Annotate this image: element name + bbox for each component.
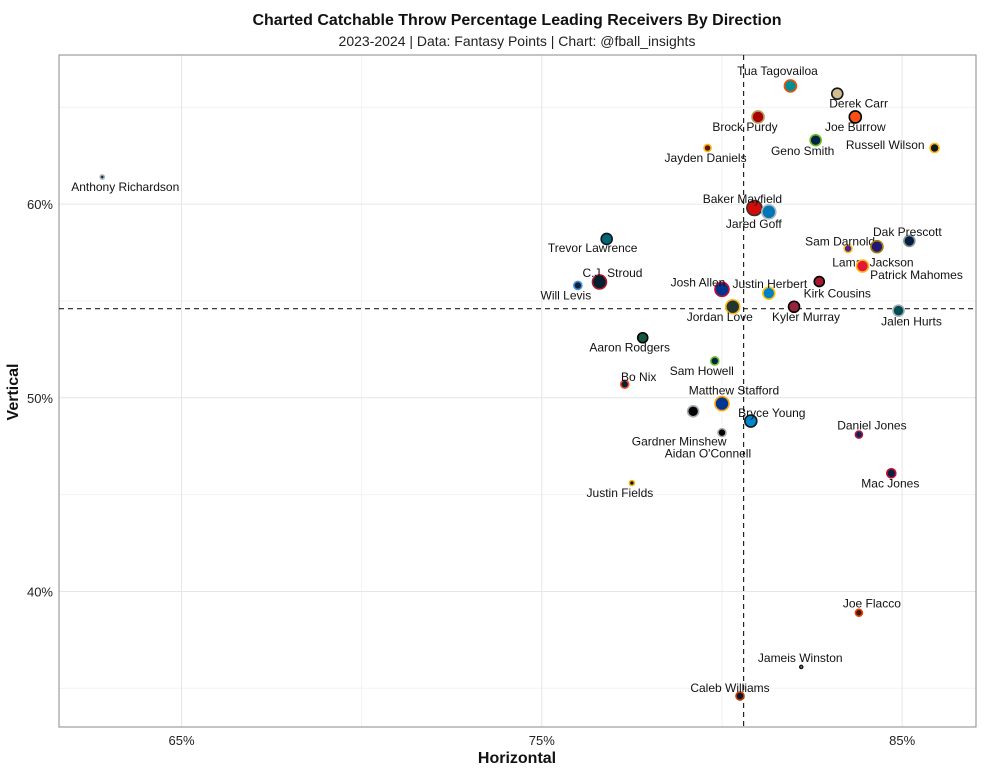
data-point — [99, 174, 106, 180]
y-tick-label: 50% — [27, 391, 53, 406]
data-point-label: Gardner Minshew — [632, 434, 727, 448]
data-point — [600, 232, 613, 246]
data-point-label: Jared Goff — [726, 217, 782, 231]
data-point-label: Patrick Mahomes — [870, 268, 963, 282]
data-point — [636, 331, 649, 344]
data-point — [843, 243, 853, 254]
data-point-label: Bryce Young — [738, 406, 805, 420]
data-point — [714, 281, 730, 298]
data-point — [787, 300, 801, 314]
data-point — [783, 79, 798, 93]
data-point-label: Brock Purdy — [712, 120, 777, 134]
data-point — [717, 427, 727, 438]
data-point-label: Jordan Love — [687, 310, 753, 324]
data-point — [830, 87, 844, 101]
y-axis-title: Vertical — [5, 364, 22, 421]
data-point — [686, 405, 700, 418]
data-point-label: Jameis Winston — [758, 651, 843, 665]
data-point — [854, 430, 864, 439]
data-point-label: Mac Jones — [861, 476, 919, 490]
plot-panel: Tua Tagovailoa Derek Carr Brock Purdy Joe B… — [58, 54, 977, 728]
data-point — [714, 395, 730, 412]
data-point-label: Josh Allen — [671, 275, 726, 289]
data-point — [886, 468, 897, 479]
plot-border — [58, 54, 977, 728]
data-point — [903, 234, 916, 248]
data-point — [628, 479, 636, 487]
data-point-label: Sam Darnold — [805, 235, 875, 249]
data-point — [709, 356, 720, 366]
data-point — [798, 664, 804, 670]
data-point — [813, 275, 826, 288]
data-point-label: Lamar Jackson — [832, 256, 913, 270]
data-point-label: Caleb Williams — [690, 681, 769, 695]
data-point-label: Justin Herbert — [732, 277, 807, 291]
data-point-label: Justin Fields — [587, 486, 654, 500]
data-point — [762, 286, 776, 301]
chart-title: Charted Catchable Throw Percentage Leadi… — [252, 12, 781, 29]
data-point-label: Jayden Daniels — [665, 151, 747, 165]
data-point — [848, 110, 863, 124]
data-point-label: Baker Mayfield — [703, 192, 782, 206]
data-point — [870, 239, 884, 254]
data-point-label: Joe Burrow — [825, 120, 886, 134]
data-point-label: C.J. Stroud — [582, 266, 642, 280]
data-point-label: Kirk Cousins — [804, 287, 871, 301]
data-point — [724, 298, 741, 315]
data-point — [929, 142, 940, 154]
data-point — [892, 304, 905, 317]
data-point — [854, 608, 864, 618]
data-point-label: Russell Wilson — [846, 138, 925, 152]
data-point — [746, 199, 763, 217]
x-tick-label: 85% — [889, 733, 915, 748]
data-point-label: Trevor Lawrence — [548, 241, 638, 255]
data-point-label: Daniel Jones — [837, 419, 906, 433]
data-point — [744, 414, 758, 428]
data-point-label: Kyler Murray — [772, 310, 840, 324]
data-point — [591, 274, 608, 290]
data-point — [809, 133, 822, 147]
data-point-label: Anthony Richardson — [71, 180, 179, 194]
x-tick-label: 75% — [529, 733, 555, 748]
x-tick-label: 65% — [168, 733, 194, 748]
data-point-label: Aaron Rodgers — [589, 341, 670, 355]
data-point — [751, 110, 765, 124]
data-point-label: Bo Nix — [621, 370, 656, 384]
data-point-label: Sam Howell — [670, 364, 734, 378]
data-point-label: Tua Tagovailoa — [737, 64, 818, 78]
data-point — [855, 259, 870, 273]
data-point-label: Geno Smith — [771, 144, 834, 158]
data-point-label: Matthew Stafford — [689, 384, 780, 398]
data-point-label: Will Levis — [541, 288, 592, 302]
chart-subtitle: 2023-2024 | Data: Fantasy Points | Chart… — [339, 33, 696, 49]
data-point-label: Jalen Hurts — [881, 315, 942, 329]
data-point — [735, 691, 745, 701]
data-point — [703, 143, 712, 153]
data-point — [619, 379, 630, 390]
data-point — [573, 280, 583, 291]
data-point-label: Dak Prescott — [873, 225, 942, 239]
y-tick-label: 40% — [27, 584, 53, 599]
x-axis-title: Horizontal — [478, 750, 556, 767]
data-point-label: Joe Flacco — [843, 597, 901, 611]
y-tick-label: 60% — [27, 197, 53, 212]
data-point-label: Aidan O'Connell — [665, 447, 751, 461]
data-point — [761, 204, 777, 220]
data-point-label: Derek Carr — [829, 97, 888, 111]
